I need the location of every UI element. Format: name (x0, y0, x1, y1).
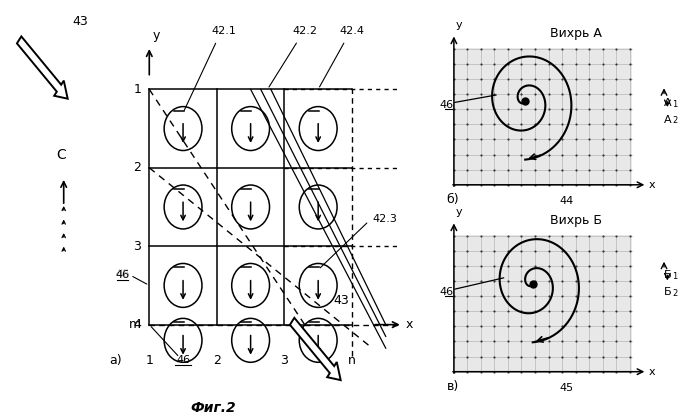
Text: 46: 46 (440, 100, 454, 110)
Text: А: А (664, 98, 671, 108)
Text: 42.3: 42.3 (372, 214, 397, 224)
FancyArrow shape (17, 37, 68, 99)
Text: 2: 2 (672, 289, 678, 298)
Text: 2: 2 (213, 354, 220, 368)
Text: y: y (456, 21, 463, 30)
Text: 46: 46 (176, 355, 190, 365)
Text: y: y (456, 207, 463, 218)
Text: 3: 3 (281, 354, 288, 368)
Text: 45: 45 (559, 383, 573, 393)
Text: 1: 1 (146, 354, 153, 368)
Text: 42.1: 42.1 (211, 26, 236, 37)
Text: 1: 1 (672, 100, 678, 109)
Text: 43: 43 (73, 15, 88, 28)
Text: Б: Б (664, 270, 671, 280)
Text: Вихрь Б: Вихрь Б (550, 214, 602, 227)
FancyArrow shape (290, 318, 341, 380)
Text: 2: 2 (133, 161, 141, 174)
Bar (454, 48, 632, 185)
Text: 43: 43 (334, 294, 349, 307)
Text: Вихрь А: Вихрь А (550, 27, 602, 40)
Bar (454, 235, 632, 372)
Text: 46: 46 (440, 287, 454, 297)
Text: 1: 1 (133, 83, 141, 96)
Text: 46: 46 (116, 270, 130, 280)
Text: y: y (153, 29, 160, 42)
Text: Б: Б (664, 287, 671, 297)
Text: 42.4: 42.4 (340, 26, 365, 37)
Text: 3: 3 (133, 240, 141, 253)
Text: 2: 2 (672, 116, 678, 126)
Text: m: m (129, 318, 141, 331)
Text: А: А (664, 115, 671, 125)
Text: С: С (57, 148, 66, 163)
Text: 46: 46 (116, 269, 130, 278)
Text: x: x (649, 180, 656, 190)
Text: Фиг.2: Фиг.2 (190, 401, 237, 415)
Text: a): a) (110, 354, 122, 368)
Text: б): б) (447, 193, 459, 206)
Text: n: n (348, 354, 356, 368)
Text: 1: 1 (672, 272, 678, 281)
Text: 46: 46 (116, 269, 130, 278)
Text: 44: 44 (559, 196, 573, 206)
Text: в): в) (447, 380, 459, 393)
Text: 42.2: 42.2 (292, 26, 317, 37)
Text: x: x (649, 367, 656, 377)
Text: x: x (406, 318, 414, 331)
Text: 4: 4 (133, 318, 141, 331)
